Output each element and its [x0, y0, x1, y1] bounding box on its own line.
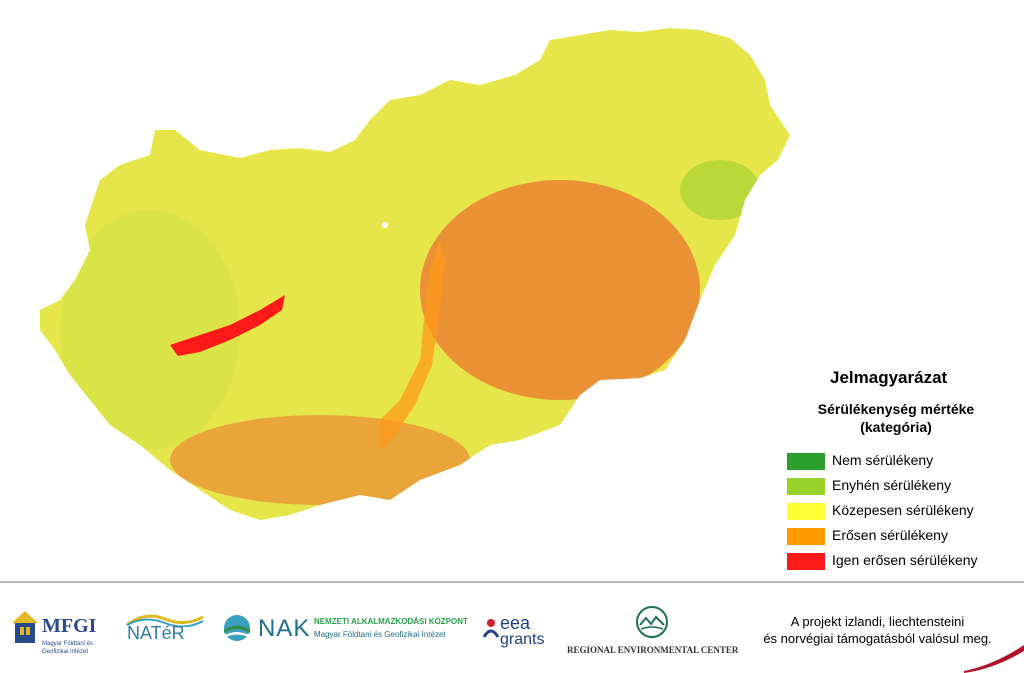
legend-item-very-strongly-vulnerable: Igen erősen sérülékeny: [787, 551, 1024, 571]
eea-line2: grants: [500, 631, 545, 648]
nak-globe-icon: [224, 615, 250, 641]
footer-logos: MFGI Magyar Földtani és Geofizikai Intéz…: [0, 583, 1024, 673]
legend-swatch: [787, 478, 825, 495]
legend-label: Közepesen sérülékeny: [832, 502, 974, 518]
funding-line1: A projekt izlandi, liechtensteini: [790, 614, 965, 629]
mfgi-sub1: Magyar Földtani és: [42, 641, 94, 647]
red-swoosh-decoration: [964, 645, 1024, 673]
eea-line1: eea: [500, 613, 531, 633]
legend-subtitle-line1: Sérülékenység mértéke: [817, 401, 975, 417]
map-region-northeast: [680, 160, 760, 220]
legend-swatch: [787, 528, 825, 545]
legend-label: Igen erősen sérülékeny: [832, 552, 978, 568]
mfgi-name: MFGI: [42, 615, 97, 637]
nak-logo: NAK NEMZETI ALKALMAZKODÁSI KÖZPONT Magya…: [222, 611, 472, 651]
mfgi-logo: MFGI Magyar Földtani és Geofizikai Intéz…: [12, 603, 122, 663]
legend-label: Nem sérülékeny: [832, 452, 934, 468]
legend-item-not-vulnerable: Nem sérülékeny: [787, 451, 1024, 471]
nater-name: NATéR: [127, 623, 185, 643]
footer-divider: [0, 581, 1024, 583]
legend-subtitle-line2: (kategória): [860, 419, 932, 435]
legend-swatch: [787, 503, 825, 520]
eea-grants-icon: [482, 619, 500, 638]
map-region-west: [60, 210, 240, 450]
nak-name: NAK: [258, 615, 311, 642]
mfgi-building-icon: [12, 611, 38, 643]
danube-band: [380, 240, 445, 450]
legend-item-moderately-vulnerable: Közepesen sérülékeny: [787, 501, 1024, 521]
map-region-east: [420, 180, 700, 400]
nater-logo: NATéR: [125, 611, 210, 651]
funding-line2: és norvégiai támogatásból valósul meg.: [763, 631, 992, 646]
legend-title: Jelmagyarázat: [830, 368, 948, 387]
legend-item-slightly-vulnerable: Enyhén sérülékeny: [787, 476, 1024, 496]
legend-label: Enyhén sérülékeny: [832, 477, 952, 493]
legend-label: Erősen sérülékeny: [832, 527, 948, 543]
vulnerability-map: [40, 28, 790, 520]
legend-item-strongly-vulnerable: Erősen sérülékeny: [787, 526, 1024, 546]
rec-logo: REGIONAL ENVIRONMENTAL CENTER: [565, 605, 740, 665]
nak-line1: NEMZETI ALKALMAZKODÁSI KÖZPONT: [314, 617, 468, 626]
nak-line2: Magyar Földtani és Geofizikai Intézet: [314, 630, 446, 639]
eea-grants-logo: eea grants: [480, 603, 550, 663]
map-spot-white: [382, 222, 388, 228]
legend-subtitle: Sérülékenység mértéke (kategória): [780, 400, 1012, 436]
rec-name: REGIONAL ENVIRONMENTAL CENTER: [567, 645, 739, 655]
map-region-south: [170, 415, 470, 505]
mfgi-sub2: Geofizikai Intézet: [42, 649, 89, 655]
legend-swatch: [787, 453, 825, 470]
legend-swatch: [787, 553, 825, 570]
lake-balaton-area: [170, 295, 285, 356]
funding-statement: A projekt izlandi, liechtensteini és nor…: [745, 613, 1010, 647]
rec-circle-icon: [636, 606, 668, 638]
nater-wave-icon: [126, 614, 204, 627]
